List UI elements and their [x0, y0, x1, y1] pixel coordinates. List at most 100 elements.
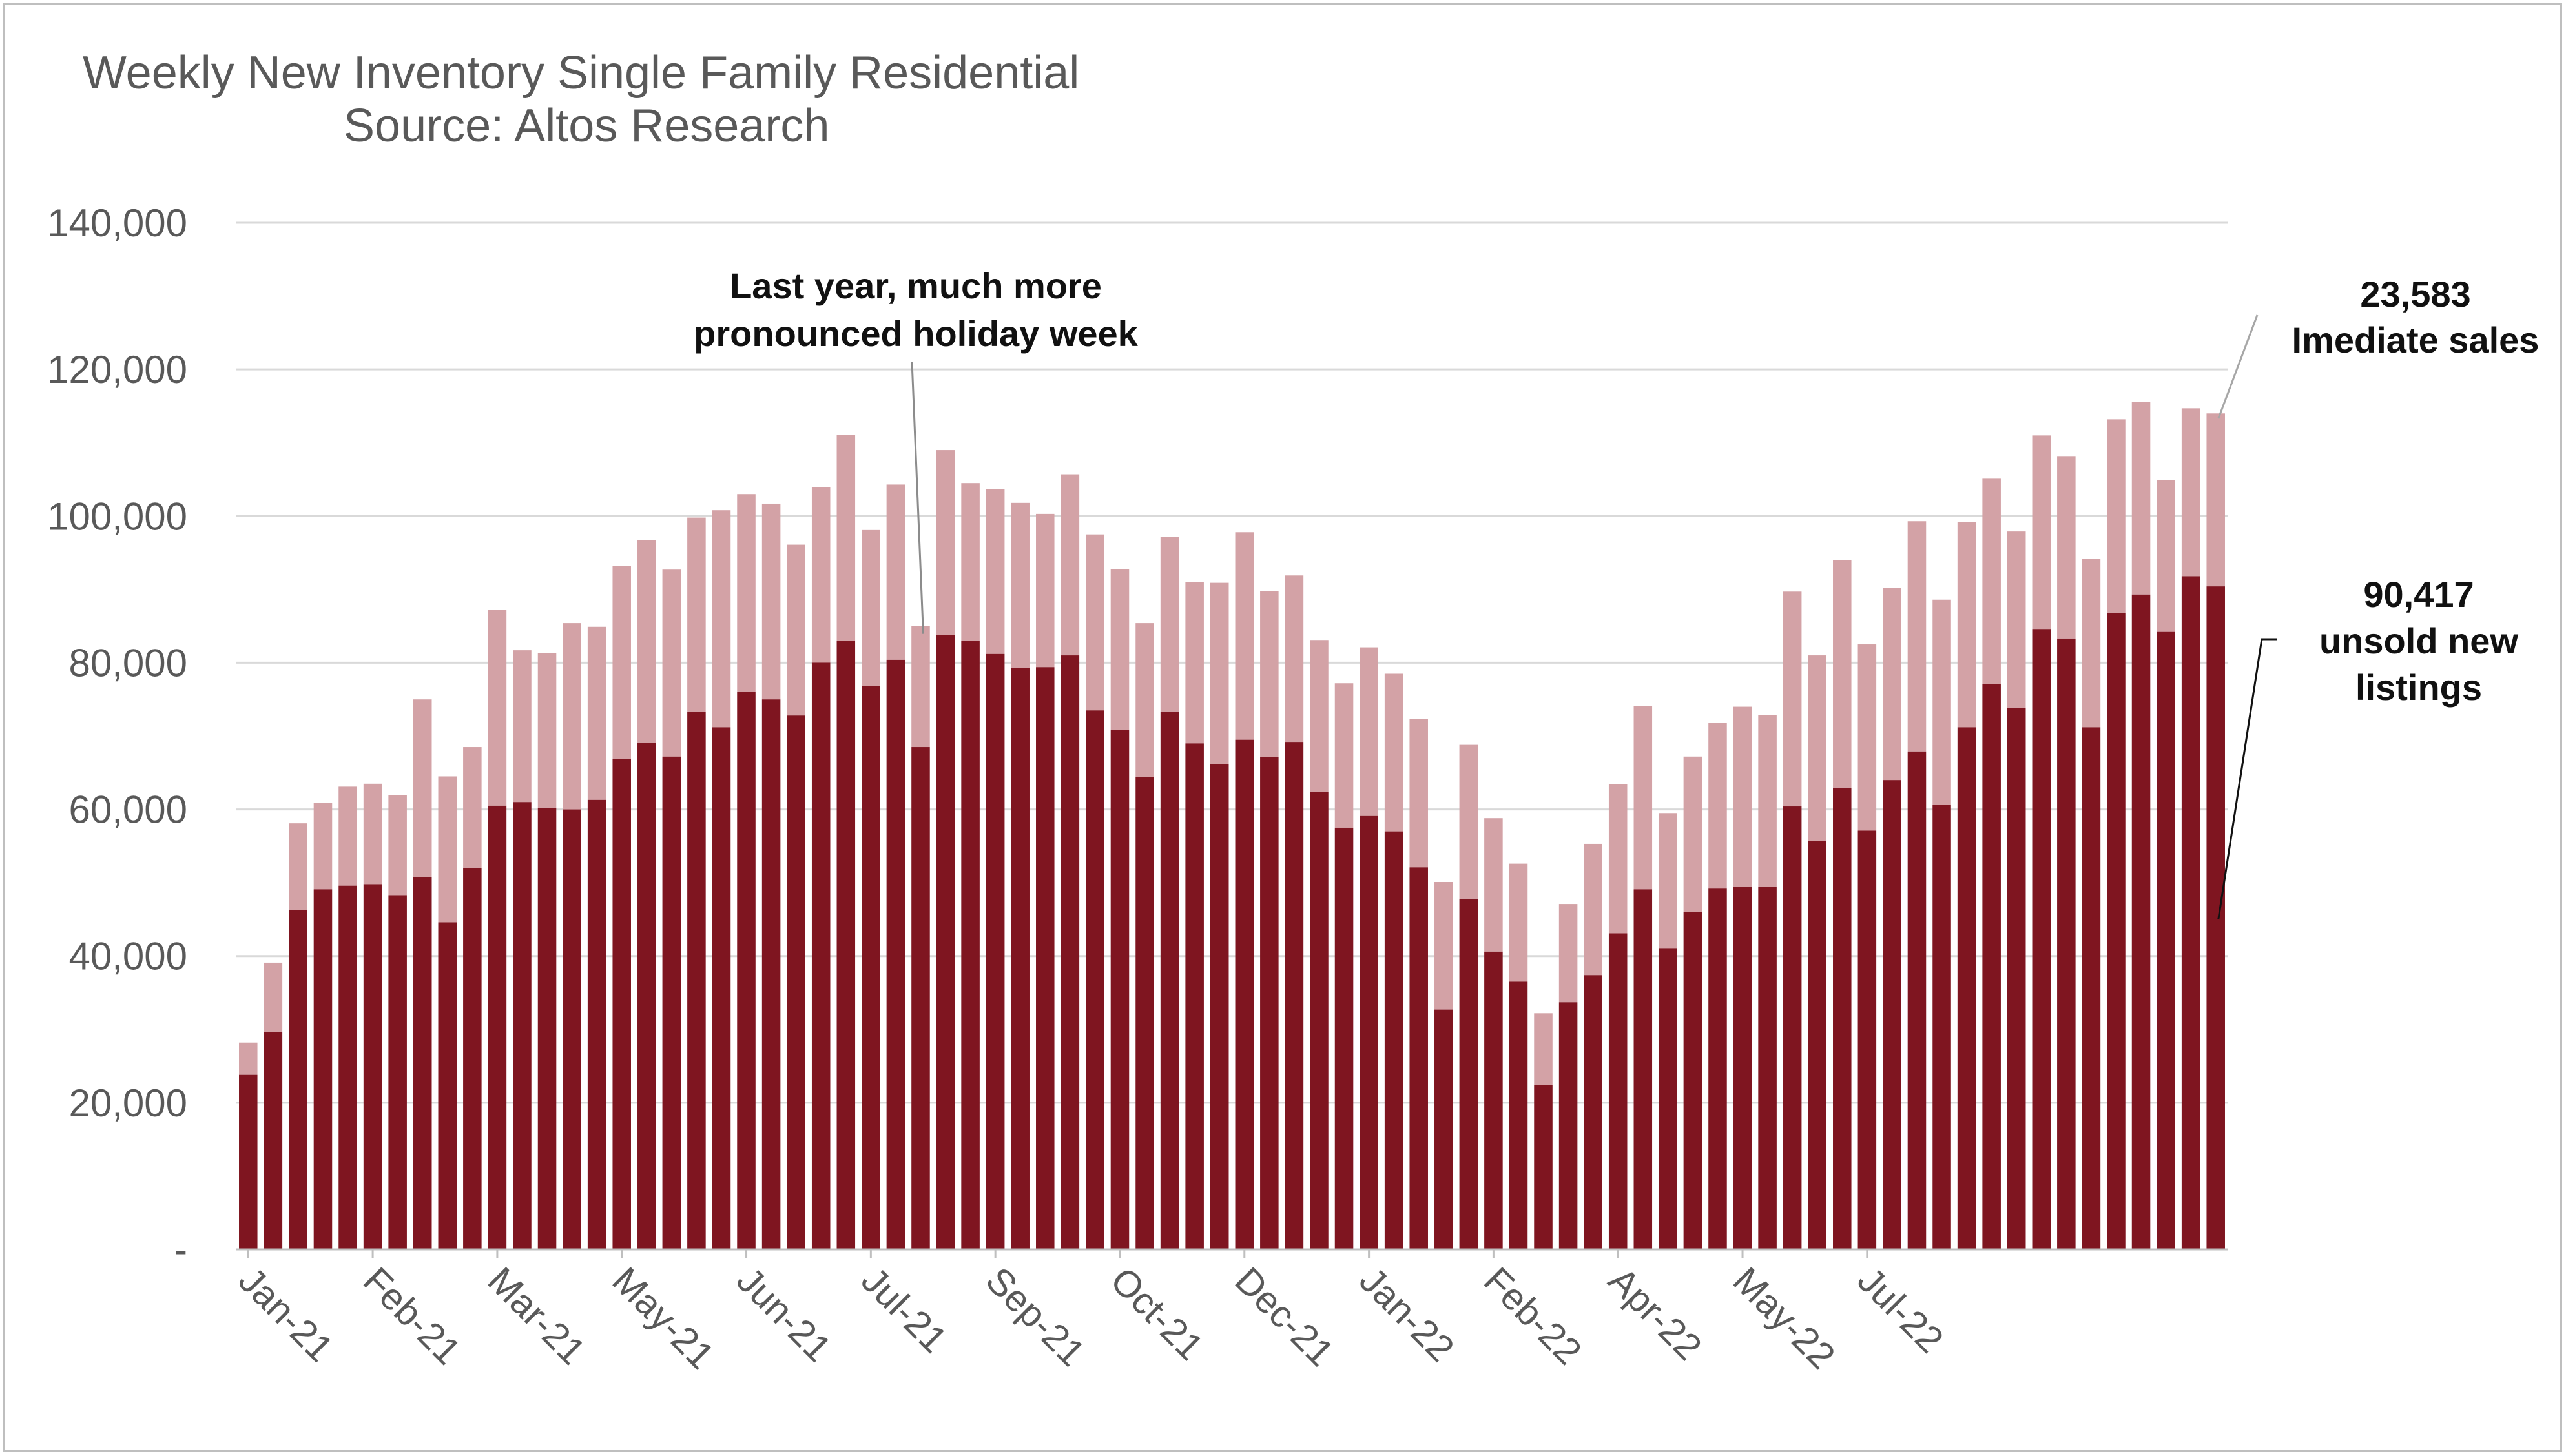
bar-unsold-listings	[1982, 684, 2001, 1249]
bar-immediate-sales	[1334, 683, 1354, 828]
bar-unsold-listings	[488, 805, 507, 1249]
bar-unsold-listings	[1584, 975, 1602, 1249]
bar-unsold-listings	[463, 868, 482, 1249]
chart-subtitle: Source: Altos Research	[344, 100, 830, 152]
bar-immediate-sales	[1584, 843, 1602, 976]
bar-immediate-sales	[1459, 744, 1478, 899]
bar-unsold-listings	[1633, 889, 1653, 1249]
bar-immediate-sales	[488, 610, 507, 806]
bar-unsold-listings	[2082, 727, 2101, 1249]
bar-immediate-sales	[737, 494, 756, 692]
bar-unsold-listings	[1011, 668, 1030, 1249]
bar-immediate-sales	[1633, 706, 1653, 890]
bar-unsold-listings	[836, 641, 856, 1249]
unsold-listings-label-2: listings	[2355, 667, 2482, 708]
bar-unsold-listings	[2181, 576, 2200, 1249]
bar-unsold-listings	[289, 910, 307, 1249]
bar-immediate-sales	[563, 623, 581, 810]
bar-immediate-sales	[587, 626, 606, 800]
x-tick-label: May-21	[605, 1259, 723, 1377]
bar-immediate-sales	[1011, 502, 1030, 668]
bar-unsold-listings	[811, 662, 831, 1249]
bar-immediate-sales	[413, 699, 432, 877]
bar-immediate-sales	[1160, 537, 1179, 712]
bar-unsold-listings	[1783, 806, 1802, 1249]
bar-immediate-sales	[239, 1042, 258, 1075]
bar-unsold-listings	[388, 895, 407, 1249]
x-tick-label: Jul-22	[1850, 1259, 1952, 1361]
bar-immediate-sales	[264, 962, 283, 1032]
bar-unsold-listings	[1509, 981, 1528, 1249]
bar-unsold-listings	[1334, 827, 1354, 1249]
y-tick-label: 80,000	[68, 641, 187, 684]
bar-unsold-listings	[787, 715, 805, 1249]
y-tick-label: 40,000	[68, 935, 187, 978]
bar-immediate-sales	[1210, 582, 1229, 764]
bar-unsold-listings	[537, 808, 557, 1249]
bar-unsold-listings	[1409, 867, 1428, 1249]
bar-immediate-sales	[612, 566, 631, 759]
bar-immediate-sales	[1384, 673, 1403, 832]
bar-immediate-sales	[1110, 569, 1130, 730]
bar-immediate-sales	[1409, 719, 1428, 868]
bar-immediate-sales	[1783, 591, 1802, 807]
bar-unsold-listings	[1608, 933, 1628, 1249]
bar-unsold-listings	[1061, 655, 1080, 1249]
bar-immediate-sales	[2181, 408, 2200, 577]
bar-unsold-listings	[1758, 887, 1777, 1249]
bar-unsold-listings	[737, 692, 756, 1249]
bar-unsold-listings	[438, 922, 457, 1249]
bar-immediate-sales	[886, 484, 905, 660]
bar-immediate-sales	[1484, 818, 1503, 952]
bar-unsold-listings	[1957, 727, 1976, 1249]
bar-immediate-sales	[1659, 813, 1677, 949]
bar-immediate-sales	[637, 540, 656, 743]
x-tick-label: Dec-21	[1227, 1259, 1342, 1374]
bar-immediate-sales	[1833, 560, 1852, 788]
bar-unsold-listings	[687, 712, 706, 1249]
bars	[239, 402, 2225, 1249]
bar-unsold-listings	[1086, 710, 1104, 1249]
bar-immediate-sales	[787, 544, 805, 716]
bar-immediate-sales	[862, 529, 880, 686]
bar-unsold-listings	[1883, 780, 1901, 1249]
bar-unsold-listings	[1683, 912, 1702, 1249]
bar-immediate-sales	[1758, 715, 1777, 887]
bar-unsold-listings	[563, 809, 581, 1249]
bar-unsold-listings	[1135, 777, 1154, 1249]
bar-unsold-listings	[513, 802, 532, 1249]
annotations: Last year, much more pronounced holiday …	[694, 265, 2540, 920]
bar-unsold-listings	[1360, 815, 1378, 1249]
immediate-sales-label: Imediate sales	[2292, 320, 2540, 360]
bar-immediate-sales	[438, 776, 457, 923]
x-tick-label: Mar-21	[480, 1259, 594, 1373]
x-tick-label: Jun-21	[729, 1259, 839, 1369]
bar-immediate-sales	[1534, 1013, 1553, 1085]
bar-immediate-sales	[2082, 559, 2101, 728]
x-tick-label: Feb-22	[1476, 1259, 1589, 1373]
bar-unsold-listings	[637, 743, 656, 1249]
unsold-listings-leader	[2217, 638, 2277, 920]
bar-unsold-listings	[612, 759, 631, 1249]
bar-immediate-sales	[961, 483, 980, 641]
bar-immediate-sales	[338, 786, 357, 886]
bar-unsold-listings	[936, 635, 955, 1249]
bar-immediate-sales	[513, 650, 532, 803]
bar-immediate-sales	[1558, 904, 1578, 1003]
bar-unsold-listings	[761, 699, 781, 1249]
x-tick-label: Oct-21	[1102, 1259, 1212, 1368]
gridlines	[236, 221, 2228, 1104]
unsold-listings-value: 90,417	[2363, 574, 2474, 615]
bar-immediate-sales	[1285, 575, 1304, 743]
bar-unsold-listings	[1558, 1002, 1578, 1249]
bar-unsold-listings	[2157, 631, 2175, 1249]
bar-unsold-listings	[961, 641, 980, 1249]
y-tick-label: 60,000	[68, 788, 187, 832]
bar-unsold-listings	[1534, 1085, 1553, 1249]
x-tick-label: Jul-21	[853, 1259, 955, 1361]
chart-title: Weekly New Inventory Single Family Resid…	[83, 47, 1080, 99]
x-tick-label: Sep-21	[978, 1259, 1093, 1374]
bar-unsold-listings	[338, 885, 357, 1249]
bar-unsold-listings	[986, 653, 1005, 1249]
